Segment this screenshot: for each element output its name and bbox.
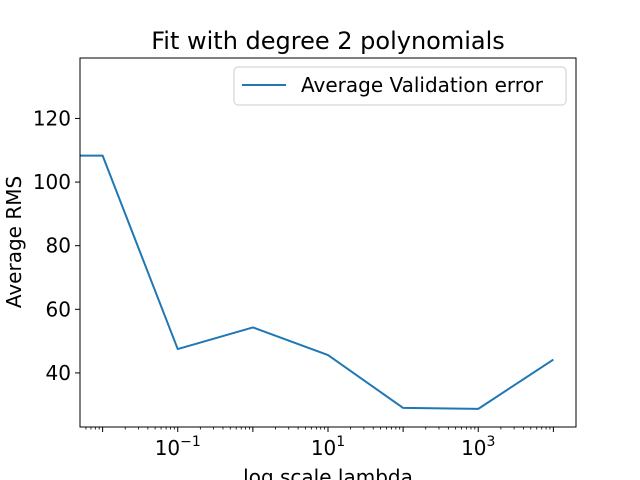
- y-axis: 40 60 80 100 120: [33, 106, 80, 385]
- series-layer: [80, 154, 554, 410]
- x-axis-label: log scale lambda: [243, 465, 413, 480]
- y-tick-label: 120: [33, 106, 71, 130]
- series-line-0: [80, 154, 554, 410]
- x-tick-label: 103: [461, 434, 495, 460]
- y-tick-label: 100: [33, 170, 71, 194]
- legend-label: Average Validation error: [301, 73, 544, 97]
- y-tick-label: 80: [46, 234, 71, 258]
- y-axis-label: Average RMS: [2, 176, 26, 308]
- legend-box: [233, 66, 567, 106]
- x-tick-label: 101: [311, 434, 345, 460]
- x-axis: 10−1 101 103: [85, 427, 554, 460]
- legend: Average Validation error: [233, 66, 567, 106]
- x-tick-label: 10−1: [155, 434, 201, 460]
- y-tick-label: 60: [46, 297, 71, 321]
- y-tick-label: 40: [46, 361, 71, 385]
- chart-title: Fit with degree 2 polynomials: [151, 27, 505, 55]
